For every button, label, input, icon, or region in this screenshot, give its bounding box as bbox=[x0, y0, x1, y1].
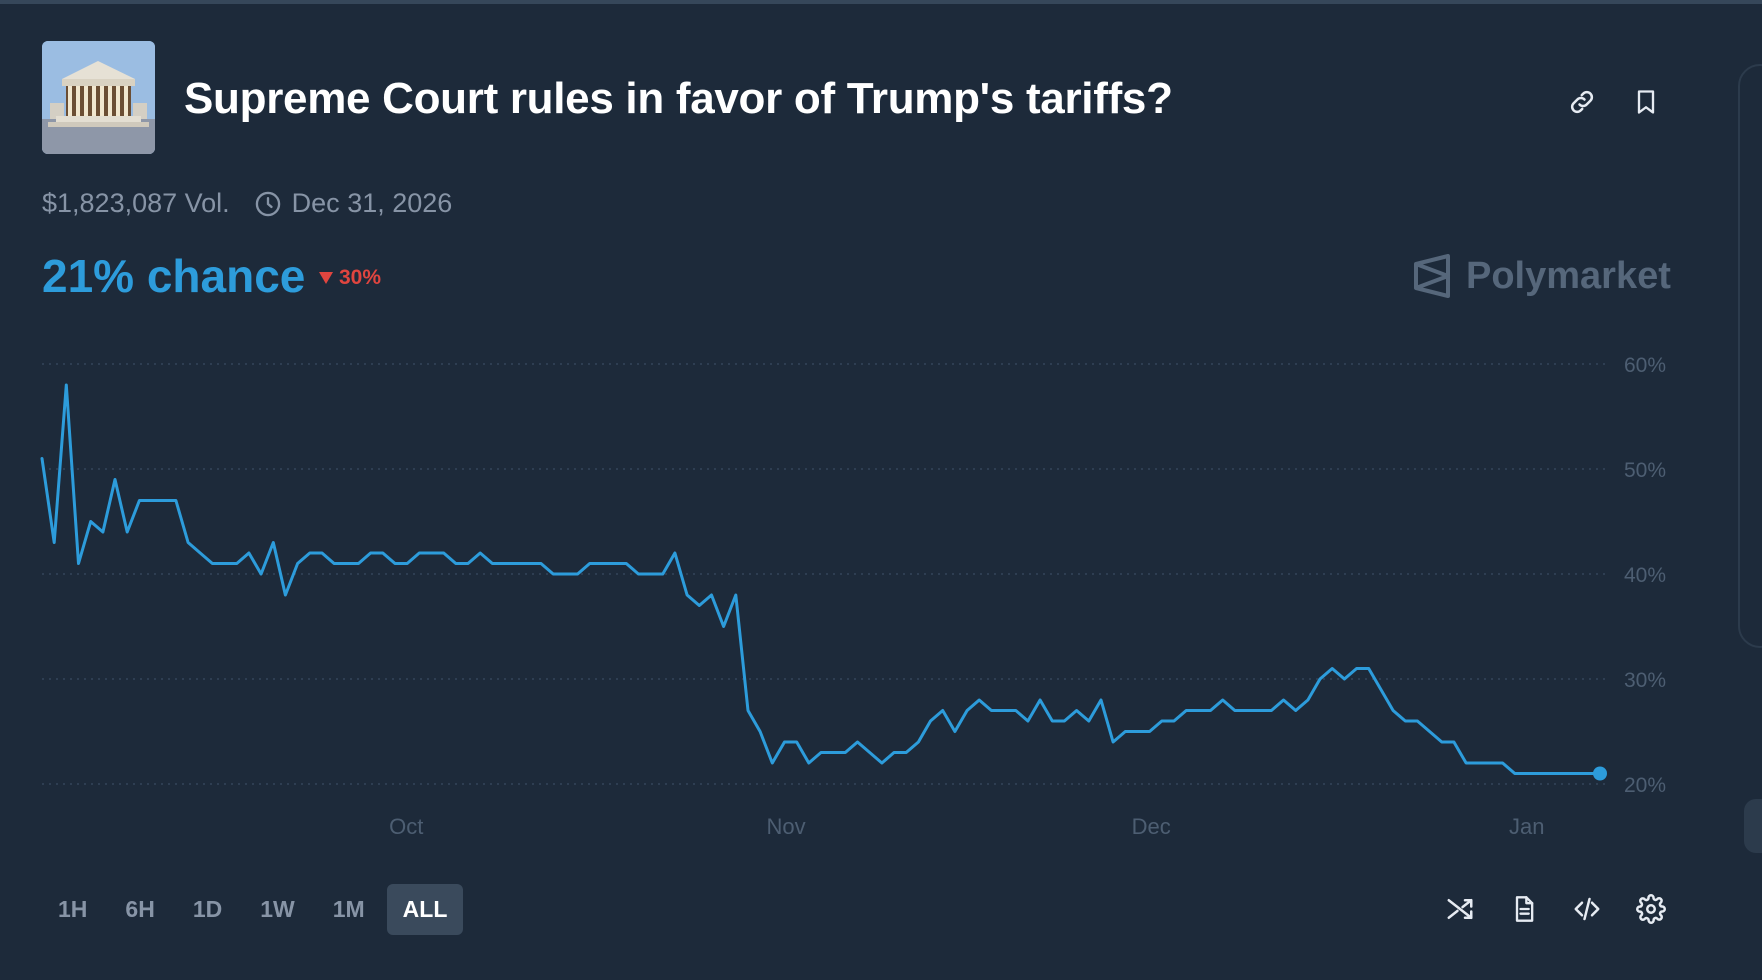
y-tick-label: 60% bbox=[1624, 354, 1666, 377]
bookmark-button[interactable] bbox=[1626, 82, 1666, 122]
market-thumbnail bbox=[42, 41, 155, 154]
time-range-selector: 1H 6H 1D 1W 1M ALL bbox=[42, 884, 464, 935]
side-panel-tab[interactable] bbox=[1744, 799, 1762, 853]
x-axis-ticks: Oct Nov Dec Jan bbox=[389, 814, 1544, 839]
probability-line bbox=[40, 383, 1602, 775]
range-6h-button[interactable]: 6H bbox=[125, 896, 155, 922]
window-top-border bbox=[0, 0, 1762, 4]
supreme-court-image bbox=[42, 41, 155, 154]
y-tick-label: 40% bbox=[1624, 564, 1666, 587]
gear-icon bbox=[1636, 894, 1666, 924]
rules-document-button[interactable] bbox=[1504, 889, 1544, 929]
chance-value: 21% chance bbox=[42, 250, 306, 302]
end-date-text: Dec 31, 2026 bbox=[291, 188, 453, 218]
bookmark-icon bbox=[1637, 90, 1655, 114]
shuffle-button[interactable] bbox=[1440, 889, 1480, 929]
x-tick-label: Oct bbox=[389, 814, 423, 839]
chart-grid bbox=[42, 363, 1605, 785]
x-tick-label: Dec bbox=[1132, 814, 1171, 839]
range-1m-button[interactable]: 1M bbox=[332, 896, 365, 922]
market-title: Supreme Court rules in favor of Trump's … bbox=[184, 74, 1173, 123]
y-tick-label: 20% bbox=[1624, 774, 1666, 797]
embed-button[interactable] bbox=[1567, 889, 1607, 929]
clock-icon bbox=[254, 190, 282, 218]
y-tick-label: 50% bbox=[1624, 459, 1666, 482]
polymarket-brand-text: Polymarket bbox=[1466, 254, 1671, 297]
current-point-marker bbox=[1593, 766, 1607, 781]
copy-link-button[interactable] bbox=[1562, 82, 1602, 122]
volume-text: $1,823,087 Vol. bbox=[42, 188, 230, 218]
range-1d-button[interactable]: 1D bbox=[192, 896, 223, 922]
range-1h-button[interactable]: 1H bbox=[58, 896, 88, 922]
y-tick-label: 30% bbox=[1624, 669, 1666, 692]
document-icon bbox=[1515, 896, 1534, 922]
x-tick-label: Jan bbox=[1509, 814, 1544, 839]
x-tick-label: Nov bbox=[766, 814, 805, 839]
price-chart[interactable]: 60% 50% 40% 30% 20% Oct Nov Dec Jan bbox=[0, 4, 1762, 864]
change-indicator: 30% bbox=[318, 266, 381, 290]
market-meta: $1,823,087 Vol. Dec 31, 2026 bbox=[42, 188, 452, 219]
polymarket-logo-icon bbox=[1412, 254, 1452, 298]
link-icon bbox=[1570, 90, 1594, 114]
side-panel-edge bbox=[1738, 64, 1762, 648]
range-all-button[interactable]: ALL bbox=[386, 884, 464, 935]
y-axis-ticks: 60% 50% 40% 30% 20% bbox=[1624, 354, 1666, 797]
shuffle-icon bbox=[1447, 899, 1473, 919]
chart-settings-button[interactable] bbox=[1631, 889, 1671, 929]
range-1w-button[interactable]: 1W bbox=[260, 896, 295, 922]
change-value: 30% bbox=[339, 266, 382, 289]
market-card: Supreme Court rules in favor of Trump's … bbox=[0, 4, 1762, 980]
triangle-down-icon bbox=[318, 271, 334, 285]
polymarket-watermark: Polymarket bbox=[1412, 254, 1671, 298]
code-icon bbox=[1574, 897, 1600, 921]
